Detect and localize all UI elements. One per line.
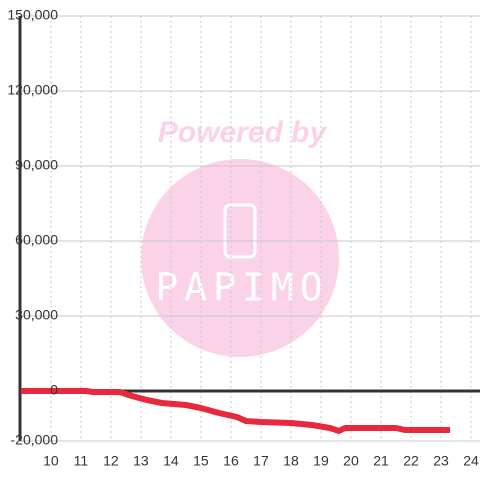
- watermark-brand: PAPIMO: [155, 266, 328, 310]
- x-tick-label: 19: [313, 453, 329, 469]
- x-tick-label: 23: [433, 453, 449, 469]
- watermark-icon: [223, 203, 257, 259]
- data-line: [20, 388, 450, 434]
- x-tick-label: 21: [373, 453, 389, 469]
- x-tick-label: 24: [463, 453, 479, 469]
- y-tick-label: -20,000: [11, 432, 59, 448]
- x-tick-label: 10: [43, 453, 59, 469]
- y-tick-label: 150,000: [7, 7, 58, 23]
- y-tick-label: 90,000: [15, 157, 58, 173]
- x-tick-label: 18: [283, 453, 299, 469]
- x-tick-label: 16: [223, 453, 239, 469]
- x-tick-label: 15: [193, 453, 209, 469]
- x-tick-label: 12: [103, 453, 119, 469]
- watermark-text: Powered by: [158, 116, 328, 149]
- x-tick-label: 11: [74, 453, 89, 469]
- y-tick-label: 30,000: [15, 307, 58, 323]
- x-tick-label: 20: [343, 453, 359, 469]
- y-tick-label: 0: [50, 382, 58, 398]
- x-tick-label: 17: [253, 453, 269, 469]
- y-tick-label: 120,000: [7, 82, 58, 98]
- x-tick-label: 14: [163, 453, 179, 469]
- y-tick-label: 60,000: [15, 232, 58, 248]
- x-tick-label: 22: [403, 453, 419, 469]
- x-tick-label: 13: [133, 453, 149, 469]
